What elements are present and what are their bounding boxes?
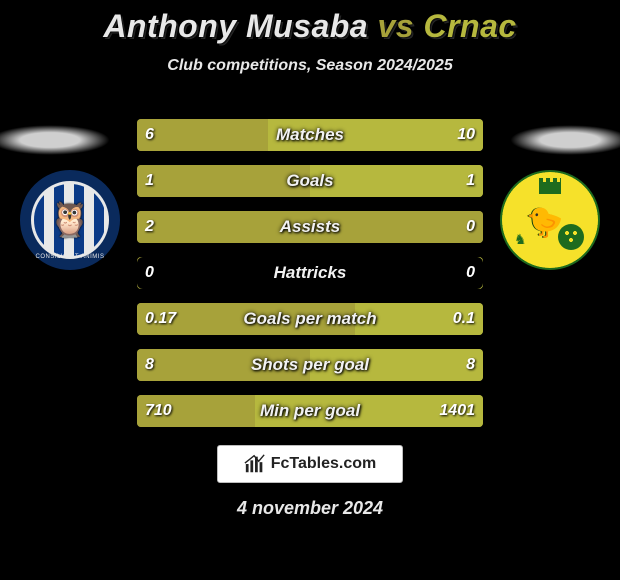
- title-player-b: Crnac: [423, 8, 516, 44]
- stat-value-b: 1401: [429, 393, 485, 429]
- stat-value-b: 0: [456, 255, 485, 291]
- ncfc-crest: 🐤 ♞: [500, 170, 600, 270]
- lion-icon: ♞: [514, 231, 527, 248]
- stat-value-b: 10: [447, 117, 485, 153]
- stat-value-a: 8: [135, 347, 164, 383]
- stat-track: [135, 347, 485, 383]
- owl-icon: 🦉: [49, 200, 91, 240]
- swfc-motto: CONSILIO ET ANIMIS: [24, 254, 116, 260]
- shadow-ellipse-right: [510, 125, 620, 155]
- stat-value-a: 710: [135, 393, 182, 429]
- stat-row: 11Goals: [135, 163, 485, 199]
- stat-value-b: 1: [456, 163, 485, 199]
- stat-fill-a: [137, 211, 483, 243]
- stat-row: 88Shots per goal: [135, 347, 485, 383]
- stat-track: [135, 117, 485, 153]
- brand-text: FcTables.com: [271, 455, 377, 473]
- stat-row: 00Hattricks: [135, 255, 485, 291]
- stat-value-a: 6: [135, 117, 164, 153]
- brand-box[interactable]: FcTables.com: [217, 445, 403, 483]
- subtitle: Club competitions, Season 2024/2025: [0, 57, 620, 75]
- castle-icon: [539, 182, 561, 194]
- stat-value-a: 0: [135, 255, 164, 291]
- stat-value-a: 0.17: [135, 301, 186, 337]
- stat-track: [135, 163, 485, 199]
- stat-track: [135, 255, 485, 291]
- title-vs: vs: [377, 8, 414, 44]
- stat-value-a: 1: [135, 163, 164, 199]
- stat-track: [135, 209, 485, 245]
- stat-row: 610Matches: [135, 117, 485, 153]
- club-badge-right: 🐤 ♞: [500, 170, 600, 270]
- club-badge-left: 🦉 CONSILIO ET ANIMIS: [20, 170, 120, 270]
- stat-value-b: 8: [456, 347, 485, 383]
- page-title: Anthony Musaba vs Crnac: [0, 0, 620, 45]
- swfc-crest: 🦉 CONSILIO ET ANIMIS: [20, 170, 120, 270]
- date-label: 4 november 2024: [0, 498, 620, 519]
- stat-value-b: 0.1: [443, 301, 485, 337]
- stat-track: [135, 301, 485, 337]
- title-player-a: Anthony Musaba: [103, 8, 368, 44]
- stat-row: 20Assists: [135, 209, 485, 245]
- comparison-bars: 610Matches11Goals20Assists00Hattricks0.1…: [135, 117, 485, 439]
- chart-bars-icon: [244, 453, 266, 475]
- stat-value-a: 2: [135, 209, 164, 245]
- stat-value-b: 0: [456, 209, 485, 245]
- shadow-ellipse-left: [0, 125, 110, 155]
- football-icon: [558, 224, 584, 250]
- stat-row: 7101401Min per goal: [135, 393, 485, 429]
- stat-row: 0.170.1Goals per match: [135, 301, 485, 337]
